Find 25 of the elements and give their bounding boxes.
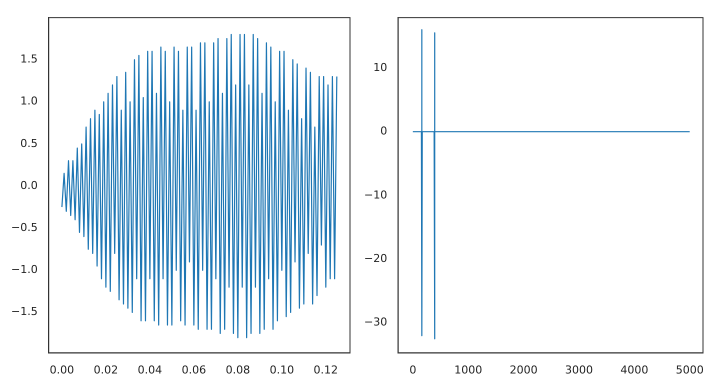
y-tick-label: −1.5 xyxy=(10,305,38,318)
y-tick-label: 1.5 xyxy=(20,52,38,66)
x-tick-label: 0.00 xyxy=(50,363,74,376)
y-tick-label: −0.5 xyxy=(10,221,38,234)
y-tick-label: 10 xyxy=(373,60,388,74)
x-tick-label: 0.02 xyxy=(94,363,118,376)
x-tick-label: 0.12 xyxy=(314,363,338,376)
x-tick-label: 1000 xyxy=(454,363,482,376)
y-tick-label: −1.0 xyxy=(10,263,38,276)
y-tick-label: 1.0 xyxy=(20,94,38,108)
y-tick-label: 0.0 xyxy=(20,178,38,192)
y-tick-label: −30 xyxy=(364,316,388,329)
x-tick-label: 3000 xyxy=(564,363,593,376)
x-tick-label: 5000 xyxy=(676,363,704,376)
x-tick-label: 0.06 xyxy=(182,363,206,376)
x-tick-label: 0 xyxy=(409,363,416,376)
x-tick-label: 0.08 xyxy=(226,363,250,376)
y-tick-label: −20 xyxy=(364,252,388,265)
y-tick-label: 0 xyxy=(380,124,388,138)
x-tick-label: 4000 xyxy=(620,363,648,376)
y-tick-label: 0.5 xyxy=(20,136,38,150)
x-tick-label: 0.10 xyxy=(270,363,294,376)
x-tick-label: 2000 xyxy=(510,363,538,376)
y-tick-label: −10 xyxy=(364,188,388,202)
x-tick-label: 0.04 xyxy=(138,363,162,376)
